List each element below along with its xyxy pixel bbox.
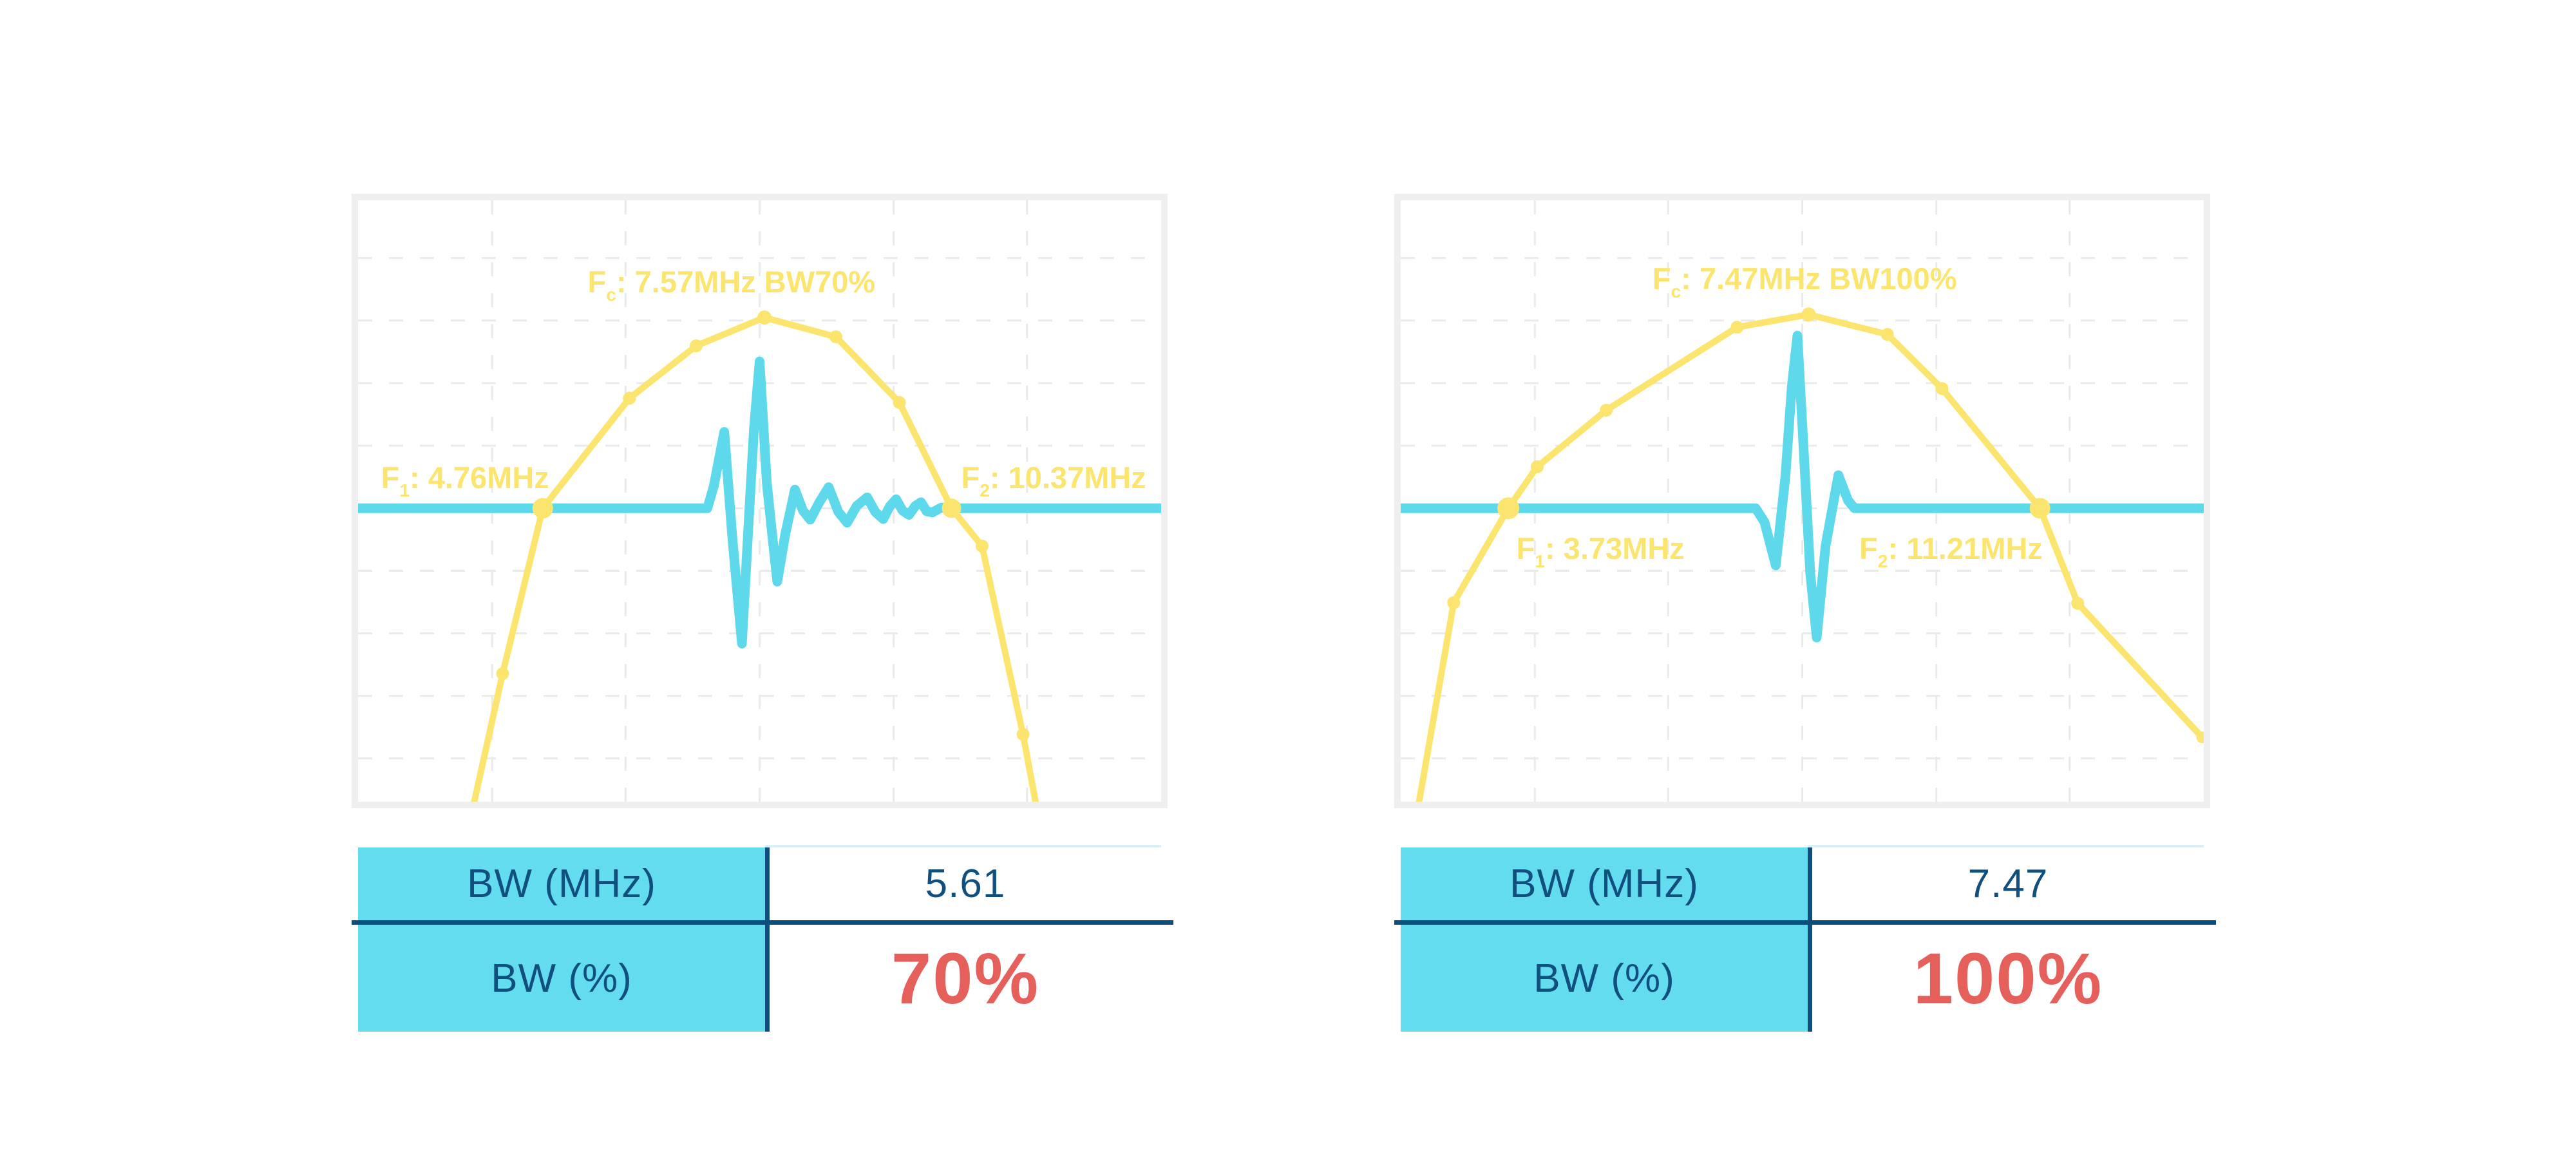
spectrum-plot-svg-100	[1401, 200, 2204, 802]
f2-annotation: F2: 10.37MHz	[961, 460, 1146, 501]
table-top-divider	[1808, 845, 2204, 847]
bw-pct-label: BW (%)	[491, 956, 632, 1001]
fc-annotation: Fc: 7.47MHz BW100%	[1653, 261, 1957, 302]
bw-table-100: BW (MHz) 7.47 BW (%) 100%	[1394, 845, 2219, 1038]
table-header-column	[358, 847, 765, 1032]
fc-label: F	[587, 264, 607, 299]
f2-annotation: F2: 11.21MHz	[1859, 531, 2043, 572]
bw-pct-label: BW (%)	[1533, 956, 1675, 1001]
fc-subscript: c	[1671, 280, 1681, 301]
fc-value: : 7.47MHz BW100%	[1681, 261, 1957, 296]
f2-subscript: 2	[980, 480, 990, 501]
fc-value: : 7.57MHz BW70%	[616, 264, 876, 299]
table-horizontal-divider	[352, 920, 1173, 925]
f2-subscript: 2	[1877, 550, 1888, 571]
fc-subscript: c	[606, 283, 616, 305]
f1-label: F	[381, 460, 400, 495]
f1-value: : 3.73MHz	[1544, 531, 1685, 565]
table-horizontal-divider	[1394, 920, 2216, 925]
f1-value: : 4.76MHz	[410, 460, 549, 495]
f2-label: F	[1859, 531, 1878, 565]
f1-annotation: F1: 4.76MHz	[381, 460, 549, 501]
table-top-divider	[765, 845, 1161, 847]
bw-mhz-value: 7.47	[1967, 862, 2049, 906]
f1-subscript: 1	[1535, 550, 1545, 571]
bw-mhz-label: BW (MHz)	[467, 862, 656, 906]
bw-pct-value: 100%	[1913, 938, 2103, 1019]
table-vertical-divider	[765, 847, 770, 1032]
bw-mhz-value: 5.61	[925, 862, 1006, 906]
spectrum-chart-70: Fc: 7.57MHz BW70% F1: 4.76MHz F2: 10.37M…	[352, 194, 1168, 808]
spectrum-chart-100: Fc: 7.47MHz BW100% F1: 3.73MHz F2: 11.21…	[1394, 194, 2210, 808]
spectrum-plot-svg-70	[358, 200, 1161, 802]
fc-annotation: Fc: 7.57MHz BW70%	[588, 264, 876, 305]
table-header-column	[1401, 847, 1808, 1032]
f1-subscript: 1	[399, 480, 410, 501]
table-vertical-divider	[1808, 847, 1812, 1032]
f2-value: : 11.21MHz	[1888, 531, 2043, 565]
f2-value: : 10.37MHz	[989, 460, 1146, 495]
fc-label: F	[1652, 261, 1671, 296]
f1-annotation: F1: 3.73MHz	[1517, 531, 1685, 572]
f2-label: F	[961, 460, 980, 495]
bw-table-70: BW (MHz) 5.61 BW (%) 70%	[352, 845, 1176, 1038]
bw-mhz-label: BW (MHz)	[1510, 862, 1699, 906]
bw-pct-value: 70%	[891, 938, 1040, 1019]
f1-label: F	[1516, 531, 1535, 565]
